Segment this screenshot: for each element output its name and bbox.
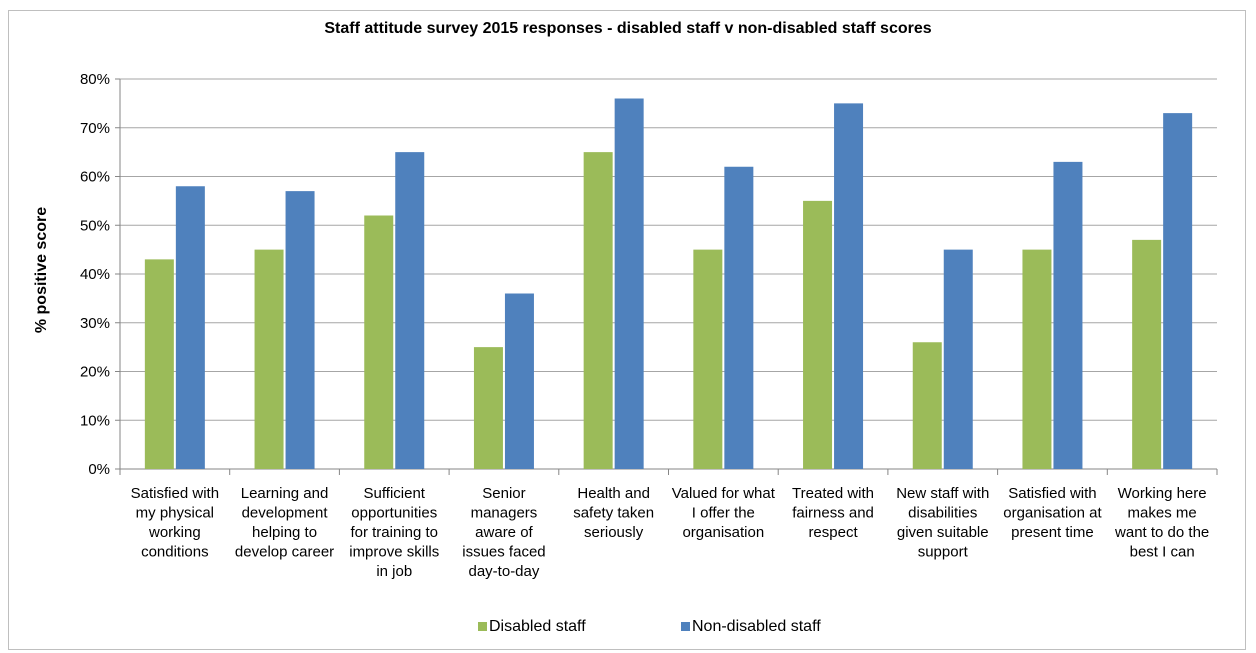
bar-non-disabled-staff <box>614 98 644 469</box>
legend: Disabled staff Non-disabled staff <box>478 618 821 635</box>
bar-disabled-staff <box>254 249 284 469</box>
y-tick-label: 80% <box>80 71 110 88</box>
bar-non-disabled-staff <box>285 191 315 469</box>
bar-non-disabled-staff <box>175 186 205 469</box>
bar-non-disabled-staff <box>834 103 864 469</box>
legend-swatch <box>681 622 690 631</box>
chart-title: Staff attitude survey 2015 responses - d… <box>324 20 932 37</box>
legend-swatch <box>478 622 487 631</box>
bar-disabled-staff <box>693 249 723 469</box>
y-axis-ticks: 0% 10% 20% 30% 40% 50% 60% 70% 80% <box>80 71 110 478</box>
bar-non-disabled-staff <box>1163 113 1193 469</box>
y-tick-label: 10% <box>80 412 110 429</box>
category-label: Satisfied with my physical working conditio… <box>131 485 219 561</box>
y-tick-label: 30% <box>80 315 110 332</box>
bar-disabled-staff <box>912 342 942 469</box>
category-label: Learning and development helping to develop… <box>235 485 334 561</box>
category-label: Treated with fairness and respect <box>792 485 874 541</box>
bar-disabled-staff <box>803 200 833 469</box>
category-label: New staff with disabilities given suitable… <box>896 485 989 561</box>
bar-non-disabled-staff <box>1053 161 1083 469</box>
bar-non-disabled-staff <box>943 249 973 469</box>
y-tick-label: 60% <box>80 169 110 186</box>
category-label: Valued for what I offer the organisation <box>672 485 776 541</box>
category-label: Satisfied with organisation at present tim… <box>1003 485 1102 541</box>
bar-non-disabled-staff <box>395 152 425 469</box>
bar-disabled-staff <box>364 215 394 469</box>
legend-label: Non-disabled staff <box>692 618 821 635</box>
category-labels: Satisfied with my physical working conditio… <box>131 485 1210 580</box>
bar-disabled-staff <box>1022 249 1052 469</box>
y-tick-label: 0% <box>88 461 110 478</box>
bar-disabled-staff <box>144 259 174 469</box>
bar-disabled-staff <box>473 347 503 469</box>
category-label: Health and safety taken seriously <box>573 485 654 541</box>
legend-label: Disabled staff <box>489 618 586 635</box>
bar-disabled-staff <box>1132 239 1162 469</box>
category-label: Senior managers aware of issues faced day-to… <box>462 485 545 580</box>
bar-non-disabled-staff <box>504 293 534 469</box>
y-tick-label: 40% <box>80 266 110 283</box>
y-tick-label: 20% <box>80 364 110 381</box>
y-tick-label: 50% <box>80 217 110 234</box>
y-tick-label: 70% <box>80 120 110 137</box>
bars <box>144 98 1193 469</box>
bar-disabled-staff <box>583 152 613 469</box>
category-label: Working here makes me want to do the best I… <box>1114 485 1209 561</box>
category-label: Sufficient opportunities for training to im… <box>349 485 439 580</box>
bar-non-disabled-staff <box>724 166 754 469</box>
